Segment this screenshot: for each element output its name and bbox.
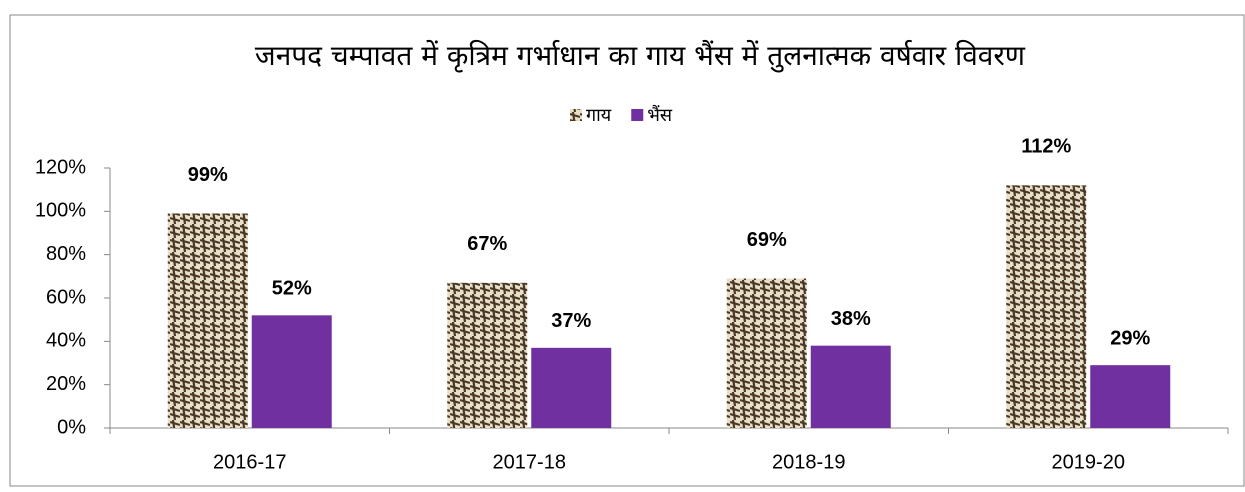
- legend-label: गाय: [586, 105, 612, 126]
- y-tick-label: 80%: [46, 243, 86, 265]
- y-tick-label: 20%: [46, 373, 86, 395]
- buffalo-bar: [531, 347, 612, 428]
- data-label: 69%: [747, 229, 787, 251]
- cow-bar: [726, 278, 807, 428]
- y-tick-label: 40%: [46, 330, 86, 352]
- data-label: 112%: [1021, 136, 1071, 158]
- x-tick-label: 2019-20: [1052, 451, 1125, 473]
- y-tick-label: 60%: [46, 286, 86, 308]
- buffalo-bar: [1090, 365, 1171, 428]
- chart-title: जनपद चम्पावत में कृत्रिम गर्भाधान का गाय…: [255, 39, 1026, 73]
- buffalo-bar: [810, 345, 891, 428]
- x-tick-label: 2017-18: [493, 451, 566, 473]
- cow-bar: [447, 282, 528, 428]
- data-label: 37%: [551, 310, 591, 332]
- data-label: 99%: [188, 164, 228, 186]
- data-label: 29%: [1110, 327, 1150, 349]
- y-tick-label: 120%: [35, 156, 86, 178]
- buffalo-bar: [251, 315, 332, 428]
- x-tick-label: 2016-17: [213, 451, 286, 473]
- x-tick-label: 2018-19: [772, 451, 845, 473]
- y-tick-label: 0%: [57, 416, 86, 438]
- legend-swatch: [570, 109, 582, 121]
- y-tick-label: 100%: [35, 200, 86, 222]
- legend-swatch: [631, 109, 644, 121]
- cow-bar: [1006, 185, 1087, 428]
- data-label: 38%: [831, 308, 871, 330]
- data-label: 67%: [467, 233, 507, 255]
- cow-bar: [167, 213, 248, 428]
- data-label: 52%: [272, 278, 312, 300]
- legend-label: भैंस: [647, 104, 673, 126]
